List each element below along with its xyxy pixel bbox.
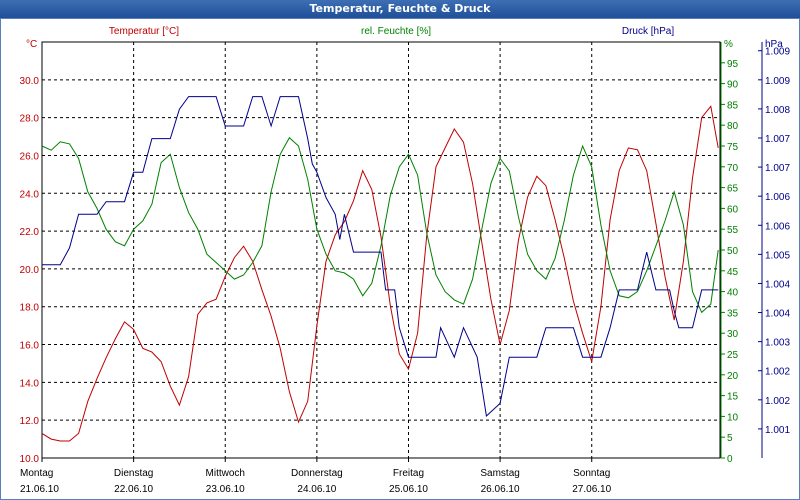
humidity-tick-label: 10	[727, 412, 739, 423]
pressure-tick-label: 1.004	[765, 309, 790, 320]
humidity-axis-title: rel. Feuchte [%]	[361, 26, 431, 37]
pressure-tick-label: 1.006	[765, 221, 790, 232]
humidity-tick-label: 85	[727, 100, 739, 111]
axes-layer: 10.0 12.0 14.0 16.0 18.0 20.0 22.0 24.0 26.0 28.0…	[20, 42, 790, 495]
humidity-tick-label: 55	[727, 225, 739, 236]
plot-area	[41, 41, 721, 459]
humidity-tick-label: 75	[727, 142, 739, 153]
temperature-tick-label: 26.0	[20, 151, 40, 162]
pressure-tick-label: 1.001	[765, 425, 790, 436]
x-tick-date: 26.06.10	[481, 484, 520, 495]
humidity-tick-label: 95	[727, 59, 739, 70]
temperature-unit: °C	[26, 39, 37, 50]
temperature-tick-label: 10.0	[20, 454, 40, 465]
series-layer	[41, 96, 719, 442]
temperature-tick-label: 20.0	[20, 265, 40, 276]
chart-title: Temperatur, Feuchte & Druck	[0, 0, 800, 18]
pressure-axis-title: Druck [hPa]	[622, 26, 674, 37]
pressure-tick-label: 1.007	[765, 134, 790, 145]
pressure-tick-label: 1.009	[765, 76, 790, 87]
humidity-unit: %	[724, 39, 733, 50]
x-tick-date: 22.06.10	[114, 484, 153, 495]
humidity-tick-label: 80	[727, 121, 739, 132]
humidity-tick-label: 90	[727, 80, 739, 91]
x-tick-day: Samstag	[480, 468, 519, 479]
humidity-tick-label: 40	[727, 288, 739, 299]
pressure-tick-label: 1.002	[765, 367, 790, 378]
temperature-tick-label: 14.0	[20, 378, 40, 389]
pressure-tick-label: 1.005	[765, 250, 790, 261]
x-tick-date: 21.06.10	[20, 484, 59, 495]
temperature-tick-label: 16.0	[20, 341, 40, 352]
temperature-tick-label: 18.0	[20, 303, 40, 314]
pressure-tick-label: 1.007	[765, 163, 790, 174]
humidity-tick-label: 60	[727, 204, 739, 215]
x-tick-day: Mittwoch	[206, 468, 245, 479]
humidity-tick-label: 30	[727, 329, 739, 340]
x-tick-date: 25.06.10	[389, 484, 428, 495]
x-tick-date: 23.06.10	[206, 484, 245, 495]
temperature-tick-label: 28.0	[20, 114, 40, 125]
pressure-tick-label: 1.008	[765, 105, 790, 116]
pressure-tick-label: 1.009	[765, 47, 790, 58]
x-tick-date: 27.06.10	[572, 484, 611, 495]
pressure-unit: hPa	[765, 39, 783, 50]
x-tick-day: Montag	[20, 468, 53, 479]
humidity-tick-label: 15	[727, 392, 739, 403]
humidity-tick-label: 0	[727, 454, 733, 465]
humidity-tick-label: 45	[727, 267, 739, 278]
humidity-tick-label: 50	[727, 246, 739, 257]
series-line-temperature	[41, 105, 719, 442]
pressure-tick-label: 1.002	[765, 396, 790, 407]
humidity-tick-label: 35	[727, 308, 739, 319]
grid	[41, 41, 721, 459]
x-tick-day: Donnerstag	[291, 468, 343, 479]
x-tick-day: Freitag	[393, 468, 424, 479]
humidity-tick-label: 20	[727, 371, 739, 382]
series-line-pressure	[42, 96, 719, 418]
humidity-tick-label: 65	[727, 184, 739, 195]
temperature-axis-title: Temperatur [°C]	[109, 26, 179, 37]
temperature-tick-label: 30.0	[20, 76, 40, 87]
x-tick-day: Sonntag	[573, 468, 610, 479]
temperature-tick-label: 22.0	[20, 227, 40, 238]
pressure-tick-label: 1.004	[765, 279, 790, 290]
temperature-tick-label: 12.0	[20, 416, 40, 427]
temperature-tick-label: 24.0	[20, 189, 40, 200]
x-tick-day: Dienstag	[114, 468, 153, 479]
humidity-tick-label: 70	[727, 163, 739, 174]
pressure-tick-label: 1.006	[765, 192, 790, 203]
x-tick-date: 24.06.10	[297, 484, 336, 495]
pressure-tick-label: 1.003	[765, 338, 790, 349]
humidity-tick-label: 25	[727, 350, 739, 361]
humidity-tick-label: 5	[727, 433, 733, 444]
series-line-humidity	[41, 136, 719, 314]
